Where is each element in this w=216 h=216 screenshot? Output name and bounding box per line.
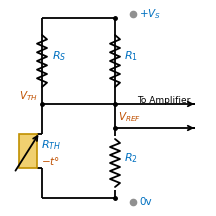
Bar xyxy=(19,134,37,168)
Text: To Amplifier: To Amplifier xyxy=(137,96,190,105)
Text: $R_S$: $R_S$ xyxy=(52,49,66,63)
Text: $R_1$: $R_1$ xyxy=(124,49,138,63)
Text: 0v: 0v xyxy=(139,197,152,207)
Text: $-t°$: $-t°$ xyxy=(41,155,60,167)
Text: $R_{TH}$: $R_{TH}$ xyxy=(41,138,61,152)
Text: $V_{TH}$: $V_{TH}$ xyxy=(19,89,38,103)
Text: $+V_S$: $+V_S$ xyxy=(139,7,161,21)
Text: $V_{REF}$: $V_{REF}$ xyxy=(118,110,141,124)
Text: $R_2$: $R_2$ xyxy=(124,151,138,165)
